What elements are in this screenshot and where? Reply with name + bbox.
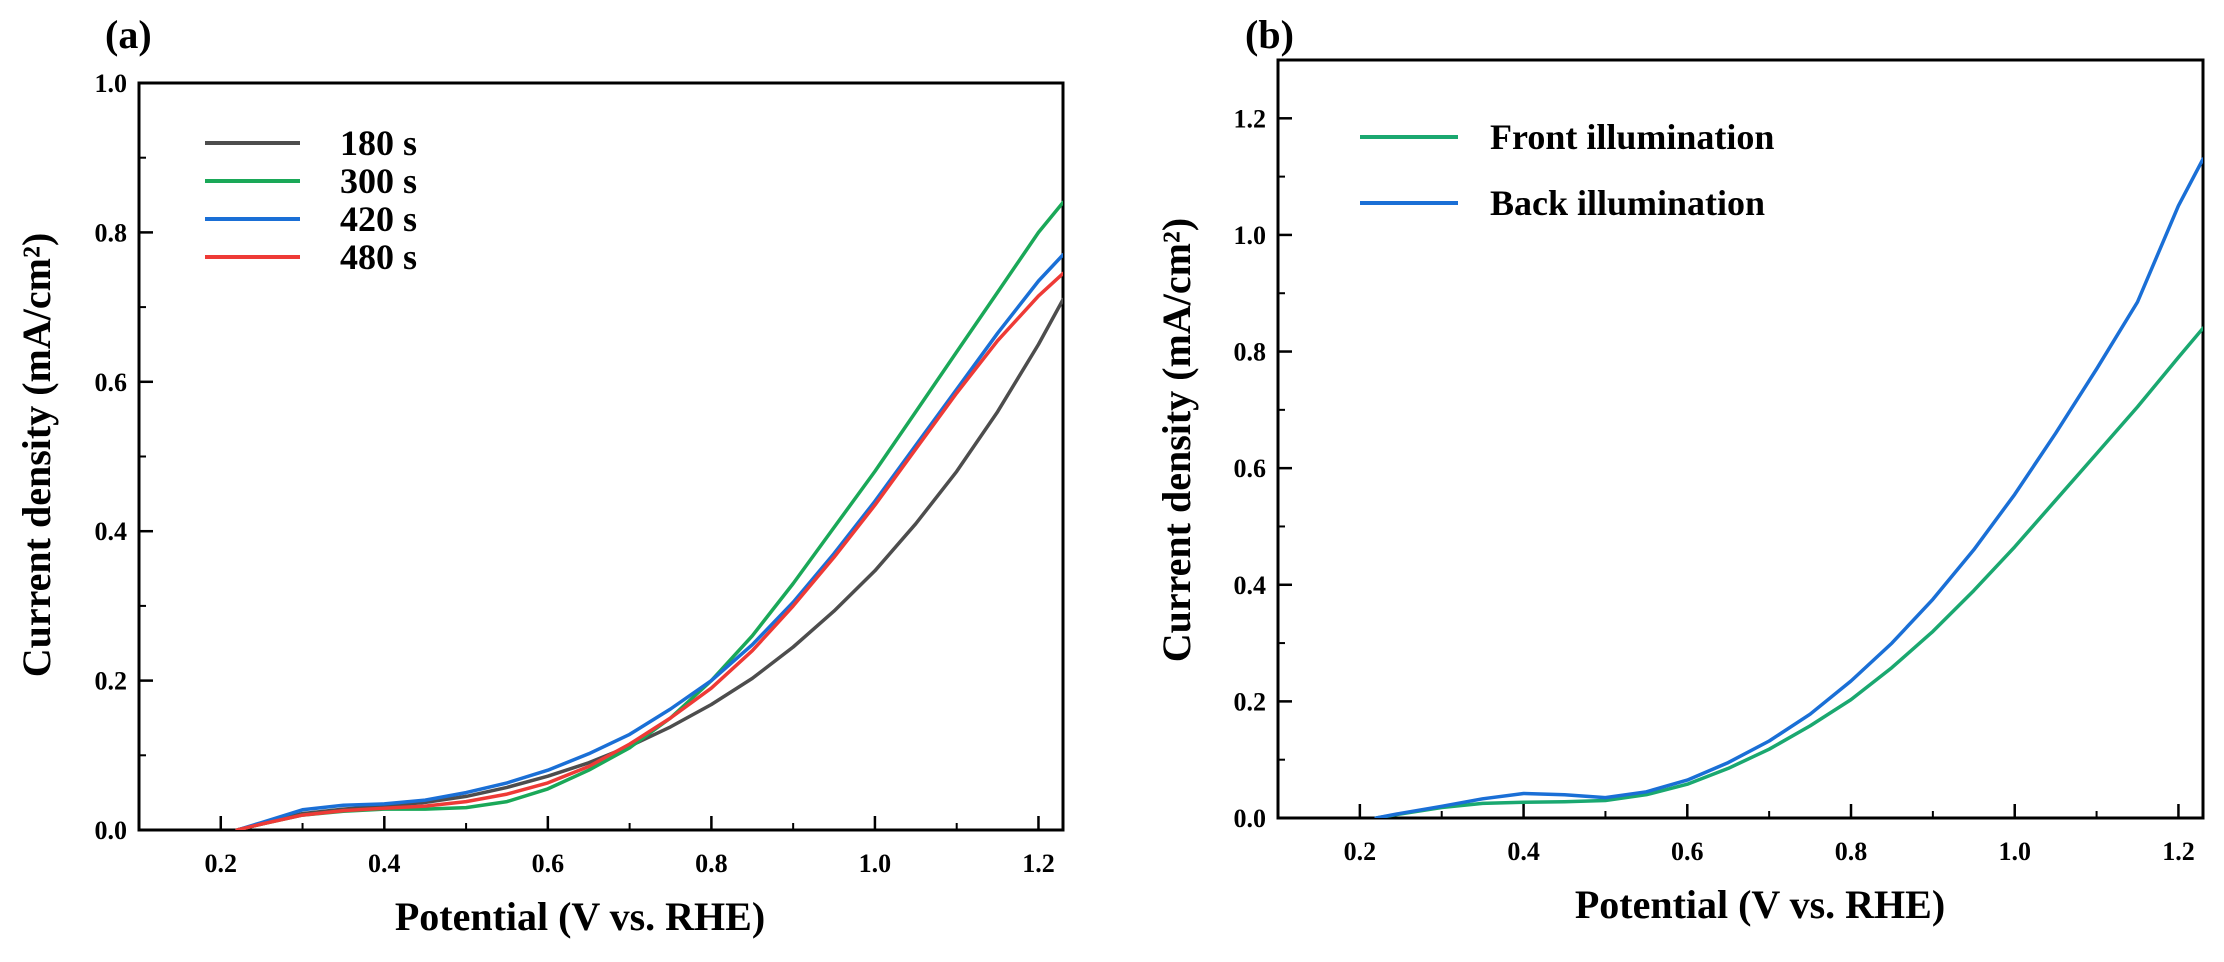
series-line-0: [235, 297, 1063, 830]
x-tick-label: 0.6: [532, 849, 565, 878]
y-tick-label: 0.2: [95, 667, 128, 696]
y-tick-label: 1.0: [95, 69, 128, 98]
plot-frame: [137, 81, 1065, 832]
chart-panel-b: (b) 0.2 0.4 0.6 0.8 1.0 1.2 0.0 0.2 0.4 0.6 0.8 1.0 1…: [1154, 12, 2205, 927]
y-tick-label: 0.0: [95, 816, 128, 845]
x-tick-label: 0.4: [368, 849, 401, 878]
x-tick-label: 0.8: [695, 849, 728, 878]
x-axis-title: Potential (V vs. RHE): [1575, 882, 1945, 927]
x-tick-label: 1.2: [2162, 837, 2195, 866]
x-tick-label: 0.4: [1507, 837, 1540, 866]
y-tick-label: 1.2: [1234, 104, 1267, 133]
x-tick-label: 1.0: [1998, 837, 2031, 866]
series-line-0: [1374, 326, 2203, 818]
y-tick-label: 0.4: [95, 517, 128, 546]
y-tick-label: 0.6: [1234, 454, 1267, 483]
plot-frame: [1276, 58, 2205, 820]
y-tick-label: 0.8: [95, 218, 128, 247]
y-tick-label: 0.0: [1234, 804, 1267, 833]
y-tick-label: 1.0: [1234, 221, 1267, 250]
y-tick-label: 0.4: [1234, 571, 1267, 600]
x-tick-label: 1.2: [1022, 849, 1055, 878]
x-tick-label: 0.6: [1671, 837, 1704, 866]
y-tick-label: 0.6: [95, 368, 128, 397]
legend-label: 180 s: [340, 123, 417, 163]
x-tick-label: 0.2: [205, 849, 238, 878]
x-tick-label: 1.0: [859, 849, 892, 878]
series-line-1: [1374, 157, 2203, 818]
y-tick-label: 0.8: [1234, 338, 1267, 367]
panel-label: (a): [105, 12, 152, 57]
legend-label: 480 s: [340, 237, 417, 277]
x-axis-title: Potential (V vs. RHE): [395, 894, 765, 939]
legend-label: 300 s: [340, 161, 417, 201]
y-axis-title: Current density (mA/cm²): [1154, 218, 1199, 663]
chart-panel-a: (a) 0.2 0.4 0.6 0.8 1.0 1.2 0.0 0.2 0.4 0.6 0.8 1.0 P…: [14, 12, 1065, 939]
legend-label: Front illumination: [1490, 117, 1774, 157]
series-line-3: [235, 271, 1063, 830]
legend-label: 420 s: [340, 199, 417, 239]
legend-label: Back illumination: [1490, 183, 1765, 223]
series-line-2: [235, 253, 1063, 830]
x-tick-label: 0.8: [1835, 837, 1868, 866]
x-tick-label: 0.2: [1344, 837, 1377, 866]
y-axis-title: Current density (mA/cm²): [14, 233, 59, 678]
panel-label: (b): [1245, 12, 1294, 57]
y-tick-label: 0.2: [1234, 687, 1267, 716]
